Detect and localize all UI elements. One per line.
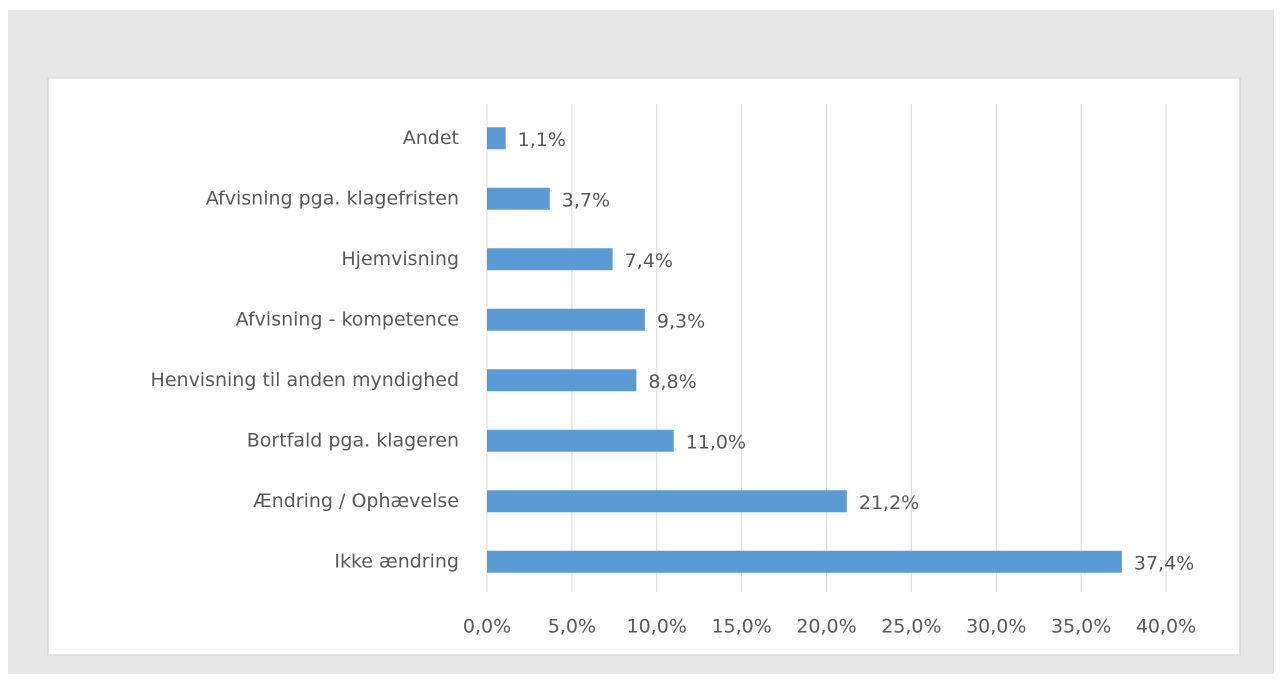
bar (487, 550, 1122, 573)
y-tick-label: Hjemvisning (341, 248, 459, 270)
value-label: 9,3% (657, 310, 705, 332)
bar (487, 490, 847, 513)
y-tick-label: Afvisning pga. klagefristen (206, 187, 459, 209)
x-tick-label: 30,0% (966, 616, 1026, 638)
x-tick-label: 40,0% (1136, 616, 1196, 638)
value-label: 21,2% (859, 492, 919, 514)
value-label: 7,4% (625, 250, 673, 272)
x-tick-label: 5,0% (548, 616, 596, 638)
y-tick-label: Andet (403, 127, 459, 149)
value-label: 8,8% (648, 371, 696, 393)
bar (487, 308, 645, 331)
bar (487, 187, 550, 210)
y-tick-label: Ændring / Ophævelse (253, 490, 459, 512)
value-label: 11,0% (686, 431, 746, 453)
bar (487, 248, 613, 271)
x-tick-label: 20,0% (796, 616, 856, 638)
y-tick-label: Bortfald pga. klageren (247, 429, 459, 451)
x-tick-label: 10,0% (627, 616, 687, 638)
x-tick-label: 15,0% (711, 616, 771, 638)
y-tick-label: Ikke ændring (334, 550, 459, 572)
x-tick-label: 0,0% (463, 616, 511, 638)
bar (487, 429, 674, 452)
x-tick-label: 25,0% (881, 616, 941, 638)
y-tick-label: Henvisning til anden myndighed (151, 369, 459, 391)
bar (487, 127, 506, 150)
value-label: 3,7% (562, 189, 610, 211)
x-tick-label: 35,0% (1051, 616, 1111, 638)
bar (487, 369, 637, 392)
value-label: 37,4% (1134, 552, 1194, 574)
value-label: 1,1% (518, 129, 566, 151)
y-tick-label: Afvisning - kompetence (236, 308, 459, 330)
